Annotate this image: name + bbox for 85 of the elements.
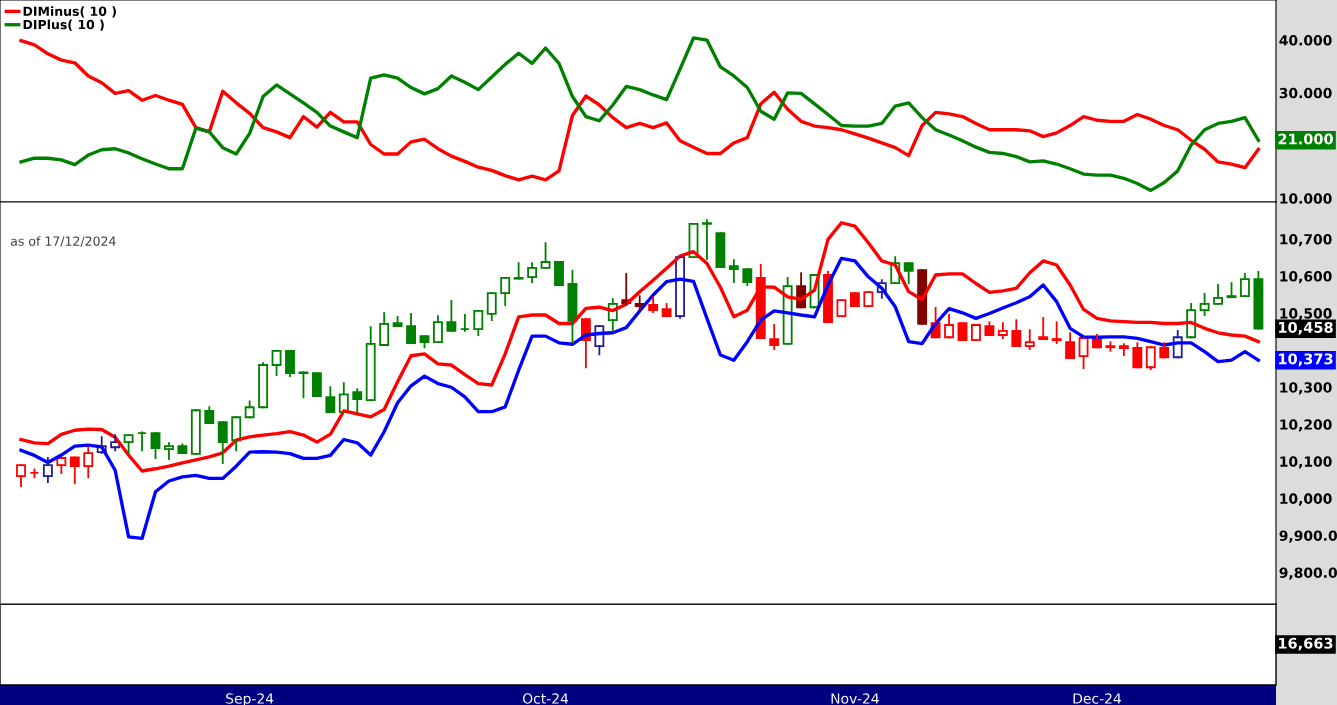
candlestick — [311, 372, 322, 398]
candlestick — [338, 382, 349, 413]
candlestick — [1038, 317, 1049, 340]
candlestick — [527, 262, 538, 283]
candlestick — [1024, 329, 1035, 350]
candlestick — [365, 326, 376, 402]
candlestick — [715, 232, 726, 269]
candlestick — [1118, 345, 1129, 356]
x-tick-label: Oct-24 — [522, 693, 569, 704]
legend-label: DIMinus( 10 ) — [23, 6, 116, 18]
candlestick — [69, 456, 80, 485]
candlestick — [728, 259, 739, 283]
candlestick — [903, 262, 914, 285]
candlestick — [473, 310, 484, 336]
candlestick — [406, 312, 416, 345]
candlestick — [177, 443, 188, 455]
candlestick — [42, 457, 53, 484]
candlestick — [392, 315, 403, 328]
candlestick — [1240, 272, 1250, 298]
candlestick — [917, 269, 928, 325]
y-tick-label: 10.000 — [1280, 193, 1332, 204]
y-tick-label: 10,100 — [1280, 456, 1332, 469]
candlestick — [1132, 342, 1143, 369]
data-label: 10,373 — [1279, 353, 1333, 367]
x-tick-label: Dec-24 — [1073, 693, 1121, 704]
candlestick — [836, 299, 847, 318]
annotation: as of 17/12/2024 — [10, 236, 116, 247]
text: 10,458 — [1279, 321, 1333, 335]
candlestick — [433, 315, 443, 343]
line-series — [19, 256, 1261, 541]
candlestick — [1213, 284, 1223, 305]
y-tick-label: 9,900.0 — [1279, 530, 1337, 543]
candlestick — [769, 324, 780, 350]
candlestick — [1011, 319, 1022, 348]
candlestick — [285, 350, 295, 378]
candlestick — [554, 261, 564, 286]
y-tick-label: 10,200 — [1280, 419, 1332, 432]
candlestick — [863, 291, 874, 308]
x-tick-label: Nov-24 — [831, 693, 879, 704]
candlestick — [540, 242, 551, 269]
candlestick — [83, 446, 94, 479]
candlestick — [675, 256, 685, 319]
candlestick — [500, 277, 511, 306]
candlestick — [325, 386, 336, 413]
candlestick — [190, 409, 201, 455]
candlestick — [1159, 342, 1170, 359]
candlestick — [217, 421, 228, 465]
candlestick — [513, 262, 524, 280]
data-label: 21.000 — [1278, 133, 1333, 145]
candlestick — [984, 321, 995, 336]
legend-label: DIPlus( 10 ) — [23, 19, 104, 31]
candlestick — [231, 416, 242, 452]
candlestick — [1253, 271, 1264, 330]
candlestick — [486, 292, 497, 322]
y-tick-label: 30.000 — [1279, 87, 1332, 99]
candlestick — [419, 335, 430, 349]
candlestick — [1199, 292, 1210, 316]
candlestick — [244, 400, 255, 419]
y-tick-label: 10,300 — [1280, 382, 1332, 395]
y-tick-label: 10,000 — [1280, 493, 1332, 506]
candlestick — [1065, 332, 1076, 359]
y-tick-label: 10,500 — [1280, 308, 1332, 321]
candlestick — [16, 464, 26, 488]
y-tick-label: 10,700 — [1280, 234, 1332, 247]
y-tick-label: 40.000 — [1279, 35, 1332, 46]
candlestick — [742, 268, 753, 286]
candlestick — [258, 362, 269, 409]
y-tick-label: 10,600 — [1280, 271, 1332, 284]
candlestick — [204, 406, 215, 425]
candlestick — [379, 312, 390, 346]
candlestick — [123, 434, 134, 455]
candlestick — [1145, 346, 1156, 371]
y-tick-label: 9,800.0 — [1279, 567, 1337, 580]
text: 16,663 — [1278, 637, 1333, 651]
candlestick — [164, 442, 174, 461]
candlestick — [446, 300, 457, 332]
candlestick — [944, 314, 954, 339]
candlestick — [971, 324, 981, 342]
candlestick — [352, 388, 363, 413]
candlestick — [661, 302, 672, 318]
candlestick — [957, 322, 968, 342]
candlestick — [1051, 321, 1062, 345]
candlestick — [648, 296, 659, 313]
candlestick — [849, 292, 860, 308]
candlestick — [997, 322, 1008, 339]
